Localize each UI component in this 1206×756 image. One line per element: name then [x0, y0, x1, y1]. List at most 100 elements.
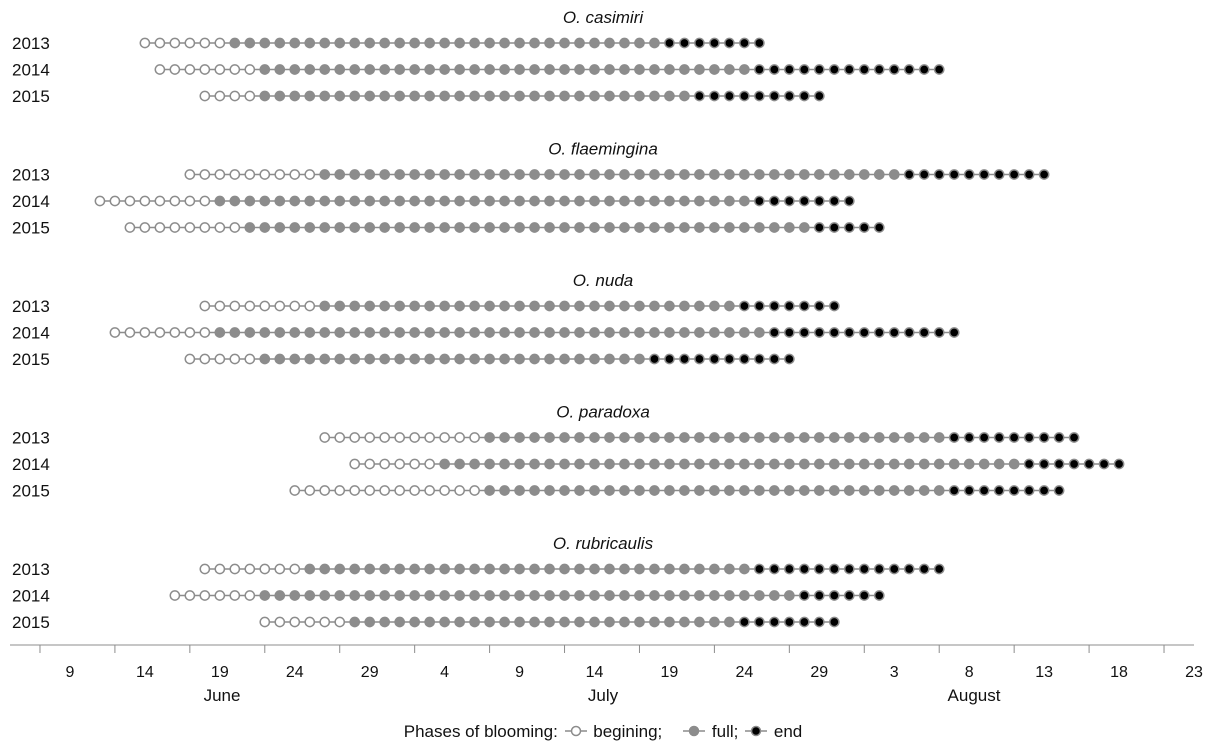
x-tick-label: 9	[515, 664, 524, 681]
marker-full	[514, 590, 525, 601]
marker-full	[544, 563, 555, 575]
marker-end	[754, 195, 765, 207]
marker-full	[634, 432, 645, 443]
year-label-2015: 2015	[12, 613, 50, 632]
marker-end	[813, 64, 825, 75]
marker-end	[828, 616, 840, 628]
marker-full	[319, 64, 331, 75]
marker-full	[933, 485, 945, 496]
marker-end	[724, 90, 735, 102]
marker-end	[948, 485, 960, 496]
marker-beginning	[124, 195, 136, 207]
marker-end	[739, 37, 750, 49]
marker-beginning	[214, 353, 226, 365]
marker-beginning	[139, 222, 151, 233]
marker-full	[709, 327, 720, 338]
marker-full	[694, 327, 705, 338]
marker-full	[649, 300, 660, 312]
marker-beginning	[334, 616, 346, 628]
marker-full	[514, 64, 525, 75]
marker-full	[259, 90, 271, 102]
marker-full	[679, 300, 690, 312]
marker-full	[484, 353, 495, 365]
marker-full	[679, 64, 690, 75]
marker-full	[409, 169, 421, 180]
marker-full	[349, 222, 361, 233]
marker-end	[1008, 485, 1020, 496]
marker-full	[589, 616, 600, 628]
marker-full	[409, 90, 421, 102]
marker-beginning	[424, 485, 435, 496]
marker-full	[948, 458, 960, 470]
marker-beginning	[379, 432, 391, 443]
marker-end	[709, 37, 720, 49]
marker-beginning	[214, 64, 226, 75]
marker-full	[484, 90, 495, 102]
marker-full	[319, 90, 331, 102]
marker-full	[274, 195, 286, 207]
marker-full	[604, 300, 615, 312]
marker-full	[888, 485, 900, 496]
species-title-o-casimiri: O. casimiri	[563, 8, 645, 27]
year-label-2013: 2013	[12, 166, 50, 185]
marker-full	[394, 37, 406, 49]
marker-full	[484, 37, 495, 49]
marker-beginning	[169, 222, 181, 233]
marker-full	[724, 195, 735, 207]
marker-end	[843, 222, 855, 233]
legend-prefix: Phases of blooming:	[403, 722, 558, 741]
marker-beginning	[169, 64, 181, 75]
marker-full	[304, 353, 316, 365]
marker-beginning	[229, 563, 241, 575]
marker-full	[679, 169, 690, 180]
marker-end	[813, 563, 825, 575]
marker-full	[843, 169, 855, 180]
marker-full	[319, 353, 331, 365]
marker-end	[843, 195, 855, 207]
marker-full	[439, 353, 450, 365]
marker-full	[619, 300, 630, 312]
marker-full	[649, 64, 660, 75]
marker-end	[948, 327, 960, 338]
marker-full	[634, 353, 645, 365]
species-title-o-rubricaulis: O. rubricaulis	[553, 534, 654, 553]
marker-end	[993, 169, 1005, 180]
marker-full	[484, 485, 495, 496]
marker-full	[709, 458, 720, 470]
marker-end	[843, 590, 855, 601]
marker-beginning	[229, 90, 241, 102]
marker-beginning	[334, 432, 346, 443]
marker-end	[903, 327, 915, 338]
marker-full	[724, 169, 735, 180]
month-label-june: June	[204, 686, 241, 705]
marker-full	[529, 90, 540, 102]
marker-full	[559, 432, 570, 443]
marker-full	[873, 432, 885, 443]
legend-end-symbol	[745, 725, 768, 737]
marker-full	[858, 432, 870, 443]
marker-full	[709, 485, 720, 496]
marker-end	[739, 353, 750, 365]
marker-beginning	[319, 485, 331, 496]
marker-full	[918, 458, 930, 470]
x-tick-label: 18	[1110, 664, 1128, 681]
marker-full	[813, 458, 825, 470]
marker-end	[783, 195, 795, 207]
marker-full	[529, 563, 540, 575]
marker-beginning	[469, 485, 480, 496]
marker-beginning	[379, 458, 391, 470]
legend-beginning-label: begining;	[593, 722, 663, 741]
marker-full	[619, 222, 630, 233]
marker-beginning	[199, 222, 211, 233]
marker-full	[664, 327, 675, 338]
marker-full	[649, 90, 660, 102]
marker-full	[484, 432, 495, 443]
marker-full	[334, 195, 346, 207]
marker-full	[604, 616, 615, 628]
marker-beginning	[229, 222, 241, 233]
marker-full	[604, 37, 615, 49]
marker-beginning	[214, 590, 226, 601]
marker-full	[873, 169, 885, 180]
marker-full	[634, 458, 645, 470]
marker-full	[409, 300, 421, 312]
